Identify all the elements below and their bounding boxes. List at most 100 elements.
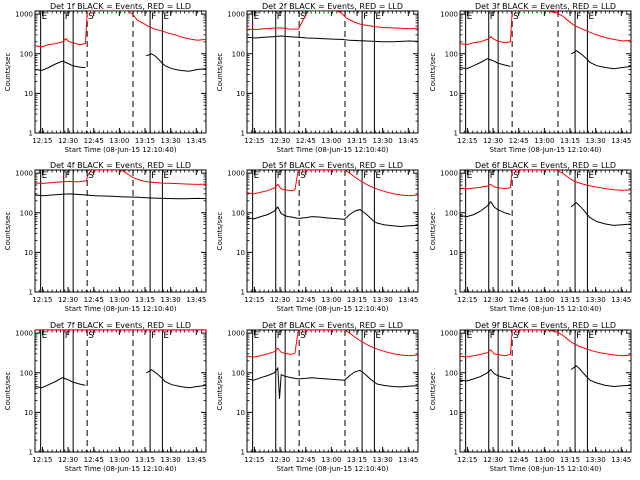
event-marker-label: E [375,331,381,341]
x-tick-label: 12:45 [84,296,104,304]
event-marker-label: E [375,12,381,22]
x-tick-label: 12:30 [483,296,503,304]
x-tick-label: 12:45 [296,137,316,145]
y-tick-label: 1000 [440,170,458,178]
events-series-line [460,49,631,70]
lld-series-line [460,11,631,46]
y-axis-label: Counts/sec [429,372,437,411]
y-tick-label: 10 [449,249,458,257]
x-tick-label: 12:30 [270,456,290,464]
chart-title: Det 3f BLACK = Events, RED = LLD [475,2,616,11]
y-tick-label: 100 [20,50,33,58]
events-series-line [460,200,631,226]
x-tick-label: 13:15 [347,296,367,304]
event-marker-label: F [151,12,156,22]
event-marker-label: E [163,171,169,181]
detector-panel: Det 8f BLACK = Events, RED = LLD Counts/s… [216,321,419,473]
y-tick-label: 100 [232,50,245,58]
event-marker-label: E [42,171,48,181]
event-marker-label: F [576,331,581,341]
y-tick-label: 100 [20,209,33,217]
y-tick-label: 100 [20,369,33,377]
x-axis-label: Start Time (08-Jun-15 12:10:40) [277,305,389,313]
x-axis-label: Start Time (08-Jun-15 12:10:40) [65,146,177,154]
chart-title: Det 1f BLACK = Events, RED = LLD [50,2,191,11]
lld-series-line [460,170,631,191]
x-tick-label: 13:15 [347,137,367,145]
event-marker-label: E [467,331,473,341]
x-tick-label: 12:45 [296,296,316,304]
chart-title: Det 8f BLACK = Events, RED = LLD [262,321,403,330]
event-marker-label: F [65,171,70,181]
y-tick-label: 10 [449,409,458,417]
y-tick-label: 1000 [227,11,245,19]
events-series-line [35,368,206,389]
y-axis-label: Counts/sec [216,372,224,411]
x-tick-label: 12:45 [509,456,529,464]
x-tick-label: 12:45 [509,137,529,145]
y-tick-label: 1000 [440,330,458,338]
x-tick-label: 12:30 [483,137,503,145]
y-tick-label: 1 [29,130,33,138]
plot-frame [34,329,207,453]
lld-series-line [35,170,206,185]
chart-title: Det 4f BLACK = Events, RED = LLD [50,161,191,170]
events-series-line [247,366,418,399]
event-marker-label: E [467,171,473,181]
x-tick-label: 12:45 [509,296,529,304]
x-tick-label: 13:15 [135,296,155,304]
detector-panel: Det 5f BLACK = Events, RED = LLD Counts/s… [216,161,419,313]
x-tick-label: 12:45 [296,456,316,464]
event-marker-label: F [65,331,70,341]
y-tick-label: 100 [445,209,458,217]
y-tick-label: 100 [445,369,458,377]
event-marker-label: E [375,171,381,181]
event-marker-label: E [254,171,260,181]
event-marker-label: F [490,331,495,341]
y-tick-label: 1 [241,449,245,457]
y-tick-label: 1 [241,289,245,297]
plot-frame [34,10,207,134]
event-marker-label: S [88,12,94,22]
y-tick-label: 1 [454,449,458,457]
x-tick-label: 13:15 [135,137,155,145]
y-tick-label: 10 [236,409,245,417]
x-tick-label: 12:30 [270,137,290,145]
x-tick-label: 13:00 [321,137,341,145]
event-marker-label: F [65,12,70,22]
detector-panel: Det 9f BLACK = Events, RED = LLD Counts/s… [429,321,632,473]
lld-series-line [247,330,418,358]
x-axis-label: Start Time (08-Jun-15 12:10:40) [277,465,389,473]
x-tick-label: 12:15 [32,296,52,304]
y-tick-label: 1 [29,289,33,297]
event-marker-label: E [163,331,169,341]
x-tick-label: 13:30 [586,456,606,464]
x-axis-label: Start Time (08-Jun-15 12:10:40) [490,146,602,154]
event-marker-label: S [88,331,94,341]
chart-title: Det 9f BLACK = Events, RED = LLD [475,321,616,330]
plot-frame [246,329,419,453]
x-tick-label: 13:30 [373,137,393,145]
events-series-line [460,365,631,388]
x-tick-label: 13:45 [186,137,206,145]
x-tick-label: 13:00 [321,456,341,464]
x-tick-label: 13:00 [109,456,129,464]
y-axis-label: Counts/sec [4,372,12,411]
x-tick-label: 13:30 [161,296,181,304]
y-tick-label: 100 [232,369,245,377]
event-marker-label: S [88,171,94,181]
events-series-line [35,53,206,72]
events-series-line [35,193,206,200]
x-tick-label: 12:15 [32,456,52,464]
x-tick-label: 12:15 [32,137,52,145]
event-marker-label: F [151,171,156,181]
x-tick-label: 13:30 [373,456,393,464]
detector-panel: Det 3f BLACK = Events, RED = LLD Counts/s… [429,2,632,154]
x-tick-label: 13:00 [109,137,129,145]
x-tick-label: 13:45 [611,456,631,464]
event-marker-label: E [163,12,169,22]
y-tick-label: 1 [29,449,33,457]
y-tick-label: 1000 [227,170,245,178]
lld-series-line [247,170,418,197]
